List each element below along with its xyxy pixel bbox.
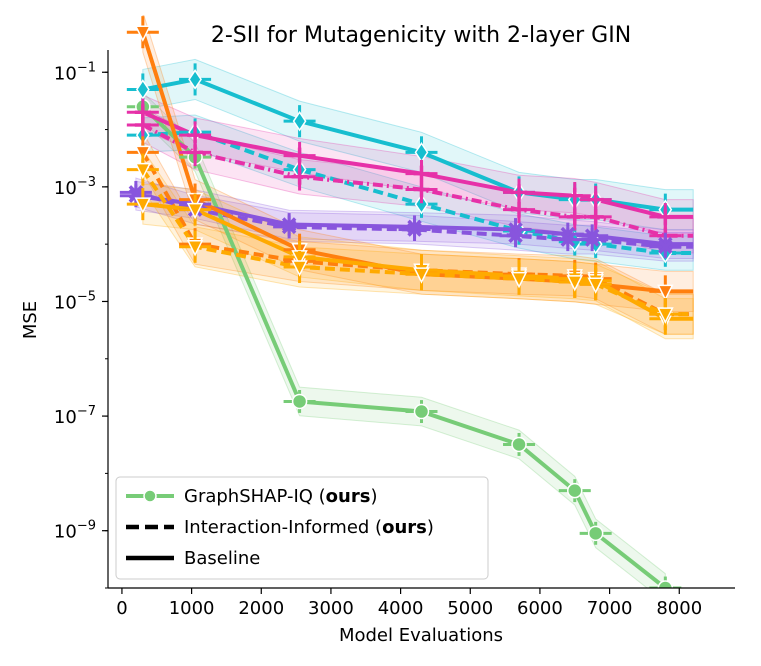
y-tick-label: 10−3: [54, 175, 96, 199]
x-tick-label: 5000: [447, 598, 493, 619]
legend-entry: GraphSHAP-IQ (ours): [126, 486, 377, 507]
point-interaction-informed-magenta: [511, 201, 528, 218]
point-graphshap-iq: [657, 580, 674, 588]
x-tick-label: 0: [116, 598, 127, 619]
x-tick-label: 4000: [378, 598, 424, 619]
point-interaction-informed-magenta: [413, 181, 430, 198]
point-interaction-informed-amber: [291, 260, 308, 277]
point-interaction-informed-amber: [186, 240, 204, 257]
axes: [107, 50, 735, 589]
point-interaction-informed-amber: [134, 162, 152, 180]
point-interaction-informed-amber: [657, 307, 674, 324]
point-baseline-amber: [134, 197, 152, 214]
legend: GraphSHAP-IQ (ours) Interaction-Informed …: [115, 476, 489, 580]
series-markers: [119, 16, 682, 588]
point-baseline-cyan: [292, 110, 307, 132]
legend-swatch-marker: [143, 489, 157, 503]
point-interaction-informed-amber: [510, 271, 528, 289]
legend-entry: Baseline: [126, 548, 260, 569]
point-graphshap-iq: [511, 436, 527, 453]
point-baseline-orange: [134, 25, 152, 42]
point-interaction-informed-magenta: [187, 144, 204, 161]
point-baseline-cyan: [188, 69, 202, 90]
point-interaction-informed-amber: [566, 275, 583, 292]
y-tick-label: 10−1: [54, 60, 96, 84]
point-baseline-orange: [657, 284, 674, 302]
point-interaction-informed-cyan: [414, 193, 429, 215]
point-graphshap-iq: [413, 403, 430, 420]
legend-entry: Interaction-Informed (ours): [126, 517, 434, 538]
legend-box: [115, 476, 489, 580]
point-graphshap-iq: [567, 482, 583, 499]
legend-label: Baseline: [184, 548, 260, 569]
y-tick-label: 10−5: [54, 289, 96, 313]
point-interaction-informed-orange: [134, 145, 152, 163]
point-baseline-amber: [186, 202, 204, 220]
band-baseline-cyan: [142, 58, 694, 231]
point-interaction-informed-purple: [128, 185, 144, 200]
y-tick-label: 10−7: [54, 404, 96, 428]
y-ticks: 10−9 10−7 10−5 10−3 10−1: [54, 60, 108, 589]
line-interaction-informed-amber: [141, 168, 694, 317]
x-tick-label: 3000: [308, 598, 354, 619]
point-interaction-informed-purple: [281, 219, 297, 235]
y-axis-label: MSE: [20, 301, 41, 339]
point-interaction-informed-purple: [508, 228, 523, 244]
point-interaction-informed-magenta: [587, 208, 604, 225]
x-tick-label: 8000: [656, 598, 702, 619]
point-interaction-informed-magenta: [291, 168, 308, 185]
point-interaction-informed-purple: [658, 239, 673, 255]
point-interaction-informed-amber: [413, 267, 430, 284]
band-interaction-informed-amber: [142, 147, 694, 335]
legend-label: Interaction-Informed (ours): [184, 517, 434, 538]
point-interaction-informed-purple: [407, 222, 422, 237]
point-interaction-informed-purple: [560, 232, 576, 247]
x-tick-label: 2000: [238, 598, 284, 619]
x-tick-label: 6000: [517, 598, 563, 619]
line-graphshap-iq: [141, 105, 667, 588]
point-baseline-magenta: [291, 147, 308, 164]
x-ticks: 0 1000 2000 3000 4000 5000 6000 7000 8000: [116, 588, 702, 619]
legend-label: GraphSHAP-IQ (ours): [184, 486, 377, 507]
x-tick-label: 7000: [587, 598, 633, 619]
point-interaction-informed-magenta: [134, 117, 151, 134]
point-graphshap-iq: [587, 525, 604, 542]
point-baseline-cyan: [135, 79, 150, 100]
x-tick-label: 1000: [169, 598, 215, 619]
point-graphshap-iq: [291, 393, 308, 410]
band-graphshap-iq: [142, 91, 666, 588]
point-baseline-magenta: [566, 187, 583, 204]
point-interaction-informed-amber: [587, 277, 604, 294]
point-interaction-informed-purple: [584, 232, 600, 247]
chart-title: 2-SII for Mutagenicity with 2-layer GIN: [211, 23, 631, 48]
x-axis-label: Model Evaluations: [339, 625, 503, 646]
y-tick-label: 10−9: [54, 519, 96, 543]
